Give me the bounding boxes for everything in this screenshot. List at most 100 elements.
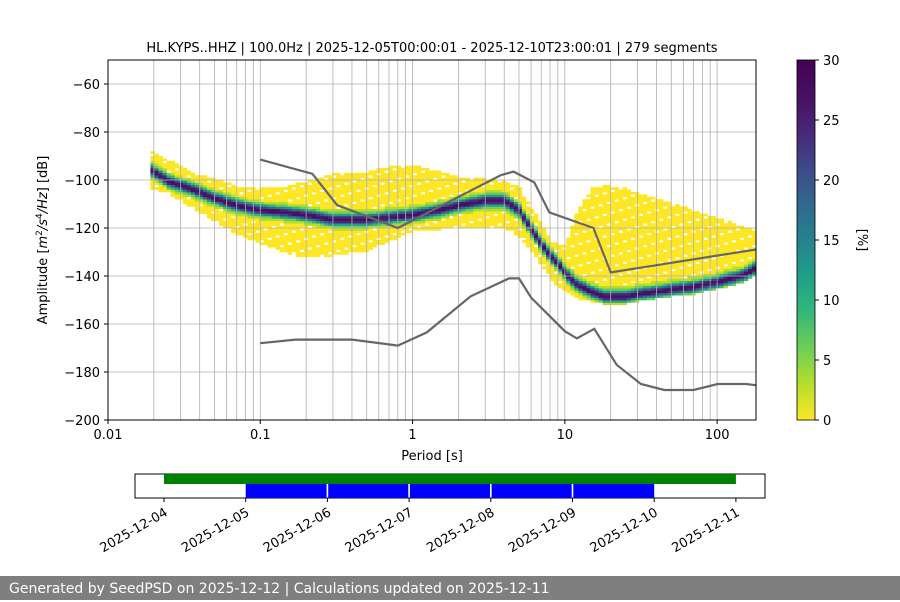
heatmap-cell: [412, 206, 418, 210]
heatmap-cell: [247, 206, 252, 210]
heatmap-cell: [582, 240, 587, 243]
heatmap-cell: [429, 225, 434, 229]
heatmap-cell: [441, 187, 446, 190]
heatmap-cell: [651, 216, 656, 219]
heatmap-cell: [651, 235, 656, 238]
heatmap-cell: [610, 297, 616, 301]
heatmap-cell: [194, 182, 200, 186]
heatmap-cell: [602, 276, 607, 279]
heatmap-cell: [578, 271, 583, 274]
heatmap-cell: [622, 211, 628, 214]
heatmap-cell: [630, 264, 636, 267]
heatmap-cell: [420, 196, 426, 200]
heatmap-cell: [231, 187, 236, 190]
heatmap-cell: [283, 242, 289, 246]
heatmap-cell: [590, 196, 595, 200]
heatmap-cell: [485, 213, 490, 217]
heatmap-cell: [412, 180, 418, 183]
heatmap-cell: [667, 252, 672, 255]
heatmap-cell: [340, 196, 345, 200]
heatmap-cell: [420, 201, 426, 205]
heatmap-cell: [283, 192, 289, 195]
heatmap-cell: [731, 232, 737, 236]
heatmap-cell: [542, 252, 547, 255]
heatmap-cell: [400, 225, 406, 229]
heatmap-cell: [441, 180, 446, 183]
heatmap-cell: [735, 240, 741, 243]
heatmap-cell: [634, 237, 640, 241]
heatmap-cell: [751, 254, 756, 258]
heatmap-cell: [719, 237, 725, 241]
heatmap-cell: [501, 189, 507, 193]
heatmap-cell: [546, 266, 551, 270]
heatmap-cell: [578, 208, 583, 212]
heatmap-cell: [247, 220, 252, 224]
heatmap-cell: [626, 237, 632, 241]
heatmap-cell: [695, 264, 700, 267]
heatmap-cell: [433, 172, 438, 176]
heatmap-cell: [554, 254, 559, 258]
x-tick-label: 0.01: [94, 428, 123, 443]
heatmap-cell: [279, 228, 284, 231]
heatmap-cell: [388, 192, 393, 195]
heatmap-cell: [324, 213, 329, 217]
heatmap-cell: [594, 189, 599, 193]
heatmap-cell: [546, 235, 551, 238]
heatmap-cell: [598, 290, 603, 294]
heatmap-cell: [598, 220, 603, 224]
heatmap-cell: [570, 256, 575, 260]
heatmap-cell: [255, 204, 260, 207]
heatmap-cell: [731, 266, 737, 270]
heatmap-cell: [332, 180, 337, 183]
heatmap-cell: [622, 266, 628, 270]
heatmap-cell: [287, 240, 293, 243]
heatmap-cell: [699, 254, 704, 258]
heatmap-cell: [602, 228, 607, 231]
heatmap-cell: [424, 216, 430, 219]
heatmap-cell: [715, 273, 720, 277]
heatmap-cell: [642, 206, 648, 210]
heatmap-cell: [287, 252, 293, 255]
heatmap-cell: [424, 177, 430, 181]
heatmap-cell: [437, 196, 442, 200]
heatmap-cell: [719, 218, 725, 222]
heatmap-cell: [715, 280, 720, 284]
heatmap-cell: [283, 206, 289, 210]
heatmap-cell: [606, 242, 611, 246]
heatmap-cell: [368, 204, 373, 207]
heatmap-cell: [683, 249, 688, 253]
heatmap-cell: [647, 278, 652, 282]
heatmap-cell: [497, 196, 502, 200]
heatmap-cell: [311, 223, 317, 226]
heatmap-cell: [348, 216, 353, 219]
heatmap-cell: [283, 199, 289, 202]
heatmap-cell: [630, 244, 636, 248]
heatmap-cell: [566, 264, 571, 267]
heatmap-cell: [727, 228, 733, 231]
heatmap-cell: [315, 223, 321, 226]
heatmap-cell: [513, 194, 519, 198]
heatmap-cell: [263, 240, 268, 243]
heatmap-cell: [437, 184, 442, 188]
heatmap-cell: [558, 283, 563, 286]
heatmap-cell: [634, 280, 640, 284]
heatmap-cell: [642, 232, 648, 236]
heatmap-cell: [263, 196, 268, 200]
colorbar-tick-label: 25: [823, 114, 840, 129]
heatmap-cell: [731, 283, 737, 286]
heatmap-cell: [634, 211, 640, 214]
heatmap-cell: [299, 237, 305, 241]
heatmap-cell: [542, 256, 547, 260]
heatmap-cell: [582, 283, 587, 286]
heatmap-cell: [594, 228, 599, 231]
heatmap-cell: [388, 175, 393, 178]
heatmap-cell: [320, 228, 325, 231]
heatmap-cell: [651, 254, 656, 258]
heatmap-cell: [477, 223, 482, 226]
heatmap-cell: [630, 297, 636, 301]
heatmap-cell: [533, 242, 539, 246]
heatmap-cell: [517, 211, 523, 214]
heatmap-cell: [465, 180, 470, 183]
heatmap-cell: [388, 168, 393, 171]
heatmap-cell: [554, 252, 559, 255]
